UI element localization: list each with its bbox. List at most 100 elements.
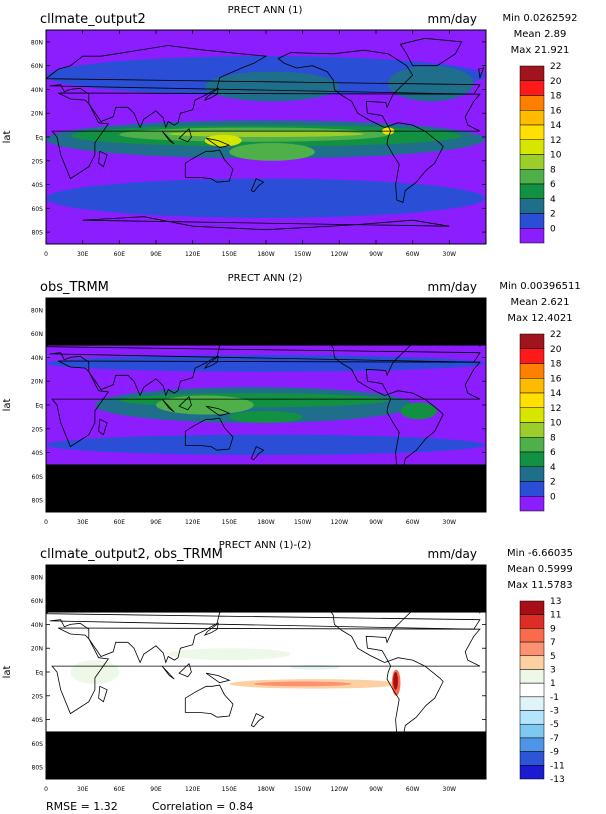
- colorbar-label: 7: [550, 638, 556, 648]
- lon-tick-label: 30W: [443, 251, 457, 258]
- colorbar-swatch: [519, 628, 545, 643]
- units-label: mm/day: [428, 547, 478, 561]
- colorbar-swatch: [519, 363, 545, 379]
- map-chart: 80N 60N 40N 20N Eq 20S 40S 60S 80S 0 30E 60E 90E 120E…: [2, 540, 573, 793]
- coastline: [250, 178, 265, 193]
- lon-tick-label: 30E: [77, 519, 89, 526]
- data-region: [46, 612, 486, 732]
- lat-tick-label: Eq: [35, 135, 43, 142]
- colorbar-swatch: [519, 696, 545, 711]
- precip-band: [229, 410, 303, 423]
- units-label: mm/day: [428, 280, 478, 294]
- colorbar-swatch: [519, 169, 545, 185]
- colorbar-label: 18: [550, 360, 562, 370]
- lon-tick-label: 30E: [77, 251, 89, 258]
- lat-tick-label: 40S: [32, 450, 44, 457]
- colorbar-label: 13: [550, 597, 561, 607]
- colorbar-swatch: [519, 466, 545, 482]
- colorbar-swatch: [519, 481, 545, 497]
- precip-band: [156, 395, 254, 415]
- lat-tick-label: Eq: [35, 670, 43, 677]
- lat-tick-label: 20S: [32, 693, 44, 700]
- coastline: [51, 627, 481, 715]
- colorbar-swatch: [519, 669, 545, 684]
- lat-tick-label: 40S: [32, 717, 44, 724]
- colorbar-swatch: [519, 80, 545, 96]
- coastline: [161, 398, 175, 413]
- coastline: [203, 622, 219, 636]
- colorbar-swatch: [519, 407, 545, 423]
- colorbar-label: 8: [550, 433, 556, 443]
- stat-max: Max 12.4021: [507, 313, 572, 324]
- colorbar-swatch: [519, 737, 545, 752]
- lon-tick-label: 0: [44, 251, 48, 258]
- colorbar-label: 14: [550, 389, 562, 399]
- coastline: [399, 305, 463, 335]
- stat-max: Max 21.921: [511, 45, 570, 56]
- lon-tick-label: 30W: [443, 519, 457, 526]
- coastline: [178, 127, 192, 143]
- lon-tick-label: 150E: [222, 251, 237, 258]
- stat-max: Max 11.5783: [507, 580, 572, 591]
- colorbar-label: 11: [550, 611, 561, 621]
- y-axis-label: lat: [2, 399, 13, 412]
- left-title: obs_TRMM: [40, 280, 109, 295]
- y-axis-label: lat: [2, 666, 13, 679]
- colorbar-label: -3: [550, 707, 559, 717]
- colorbar-label: -1: [550, 693, 559, 703]
- coastline: [205, 137, 231, 149]
- lat-tick-label: 20N: [31, 111, 43, 118]
- coastline: [46, 45, 481, 129]
- lat-tick-label: 80N: [31, 39, 43, 46]
- colorbar-swatch: [519, 614, 545, 629]
- lon-tick-label: 60W: [406, 786, 420, 793]
- lat-tick-label: 20N: [31, 646, 43, 653]
- lat-tick-label: Eq: [35, 403, 43, 410]
- lat-tick-label: 20S: [32, 426, 44, 433]
- coastline: [82, 216, 450, 231]
- lat-tick-label: 80S: [32, 230, 44, 237]
- colorbar-label: 10: [550, 419, 562, 429]
- colorbar-label: -11: [550, 761, 565, 771]
- lat-tick-label: 60N: [31, 63, 43, 70]
- coastline: [277, 317, 414, 396]
- precip-band: [46, 434, 485, 455]
- colorbar-label: 20: [550, 77, 562, 87]
- coastline: [184, 149, 234, 183]
- lon-tick-label: 120W: [331, 251, 348, 258]
- coastline: [51, 92, 481, 180]
- lon-tick-label: 90E: [150, 519, 162, 526]
- correlation-label: Correlation = 0.84: [152, 800, 254, 813]
- lat-tick-label: 20N: [31, 379, 43, 386]
- colorbar-label: 2: [550, 210, 556, 220]
- lon-tick-label: 150E: [222, 519, 237, 526]
- lon-tick-label: 0: [44, 786, 48, 793]
- colorbar-label: 22: [550, 330, 561, 340]
- difference-band: [290, 664, 340, 670]
- colorbar-label: -7: [550, 734, 559, 744]
- colorbar-swatch: [519, 392, 545, 408]
- coastline: [82, 751, 450, 766]
- colorbar-label: 12: [550, 404, 561, 414]
- lon-tick-label: 180W: [257, 786, 274, 793]
- left-title: cllmate_output2, obs_TRMM: [40, 547, 223, 562]
- coastline: [161, 665, 175, 680]
- precip-band: [46, 355, 485, 372]
- lon-tick-label: 120W: [331, 519, 348, 526]
- colorbar-swatch: [519, 139, 545, 155]
- colorbar-swatch: [519, 333, 545, 349]
- colorbar-label: 6: [550, 448, 556, 458]
- obs-panel: 80N 60N 40N 20N Eq 20S 40S 60S 80S 0 30E 60E 90E 120E…: [0, 268, 606, 538]
- coastline: [399, 37, 463, 67]
- colorbar-swatch: [519, 228, 545, 244]
- y-axis-label: lat: [2, 131, 13, 144]
- lat-tick-label: 40N: [31, 87, 43, 94]
- map-area: [46, 565, 486, 779]
- center-title: PRECT ANN (1): [228, 5, 303, 16]
- lon-tick-label: 150W: [294, 519, 311, 526]
- colorbar-swatch: [519, 110, 545, 126]
- colorbar-swatch: [519, 723, 545, 739]
- left-title: cllmate_output2: [40, 12, 146, 27]
- lat-tick-label: 80N: [31, 574, 43, 581]
- precip-band: [46, 178, 485, 218]
